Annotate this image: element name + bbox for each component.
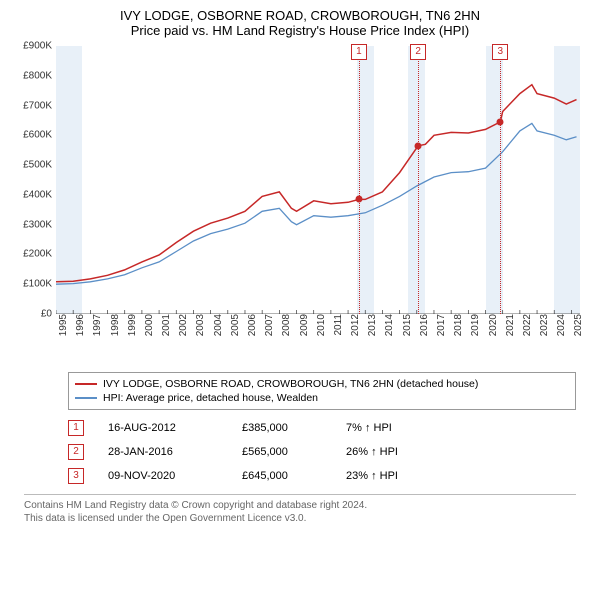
legend-swatch (75, 383, 97, 385)
sale-num: 2 (68, 444, 84, 460)
x-tick-label: 2004 (207, 314, 224, 336)
footer-line2: This data is licensed under the Open Gov… (24, 512, 576, 525)
y-tick-label: £300K (23, 219, 56, 230)
sale-diff: 7% ↑ HPI (346, 422, 392, 434)
sale-num: 1 (68, 420, 84, 436)
x-tick-label: 2013 (361, 314, 378, 336)
x-tick-label: 2002 (172, 314, 189, 336)
y-tick-label: £700K (23, 100, 56, 111)
sale-date: 09-NOV-2020 (108, 470, 218, 482)
sale-diff: 26% ↑ HPI (346, 446, 398, 458)
sale-price: £385,000 (242, 422, 322, 434)
y-tick-label: £600K (23, 130, 56, 141)
sale-dot (415, 142, 422, 149)
legend-swatch (75, 397, 97, 399)
x-tick-label: 2025 (567, 314, 584, 336)
sale-price: £565,000 (242, 446, 322, 458)
x-tick-label: 2010 (310, 314, 327, 336)
x-tick-label: 1999 (121, 314, 138, 336)
legend-label: HPI: Average price, detached house, Weal… (103, 392, 318, 404)
x-tick-label: 2005 (224, 314, 241, 336)
x-tick-label: 2003 (189, 314, 206, 336)
legend-label: IVY LODGE, OSBORNE ROAD, CROWBOROUGH, TN… (103, 378, 478, 390)
legend: IVY LODGE, OSBORNE ROAD, CROWBOROUGH, TN… (68, 372, 576, 410)
series-property (56, 85, 577, 282)
y-tick-label: £800K (23, 70, 56, 81)
sale-vline (359, 46, 360, 314)
title-line1: IVY LODGE, OSBORNE ROAD, CROWBOROUGH, TN… (12, 8, 588, 23)
footer-line1: Contains HM Land Registry data © Crown c… (24, 499, 576, 512)
x-tick-label: 2019 (464, 314, 481, 336)
x-tick-label: 2006 (241, 314, 258, 336)
sale-dot (497, 118, 504, 125)
y-tick-label: £400K (23, 189, 56, 200)
x-tick-label: 2020 (482, 314, 499, 336)
series-hpi (56, 123, 577, 284)
sale-date: 16-AUG-2012 (108, 422, 218, 434)
x-tick-label: 2007 (258, 314, 275, 336)
title-line2: Price paid vs. HM Land Registry's House … (12, 23, 588, 38)
y-tick-label: £100K (23, 279, 56, 290)
x-tick-label: 2017 (430, 314, 447, 336)
x-tick-label: 2016 (413, 314, 430, 336)
sales-row: 2 28-JAN-2016 £565,000 26% ↑ HPI (68, 440, 576, 464)
sale-num: 3 (68, 468, 84, 484)
x-tick-label: 2018 (447, 314, 464, 336)
sale-price: £645,000 (242, 470, 322, 482)
legend-row-hpi: HPI: Average price, detached house, Weal… (75, 391, 569, 405)
x-tick-label: 2014 (378, 314, 395, 336)
legend-row-property: IVY LODGE, OSBORNE ROAD, CROWBOROUGH, TN… (75, 377, 569, 391)
x-tick-label: 1998 (104, 314, 121, 336)
sale-date: 28-JAN-2016 (108, 446, 218, 458)
x-tick-label: 1995 (52, 314, 69, 336)
x-tick-label: 2015 (396, 314, 413, 336)
x-tick-label: 1996 (69, 314, 86, 336)
sale-diff: 23% ↑ HPI (346, 470, 398, 482)
sale-marker: 3 (492, 44, 508, 60)
y-tick-label: £500K (23, 160, 56, 171)
x-tick-label: 2012 (344, 314, 361, 336)
y-tick-label: £900K (23, 41, 56, 52)
footer: Contains HM Land Registry data © Crown c… (24, 494, 576, 525)
chart-container: IVY LODGE, OSBORNE ROAD, CROWBOROUGH, TN… (0, 0, 600, 533)
chart-area: £0£100K£200K£300K£400K£500K£600K£700K£80… (56, 46, 580, 366)
sale-dot (355, 196, 362, 203)
sale-marker: 1 (351, 44, 367, 60)
plot-region: £0£100K£200K£300K£400K£500K£600K£700K£80… (56, 46, 580, 314)
x-tick-label: 2023 (533, 314, 550, 336)
sales-list: 1 16-AUG-2012 £385,000 7% ↑ HPI 2 28-JAN-2016… (68, 416, 576, 488)
x-tick-label: 2011 (327, 314, 344, 336)
sales-row: 1 16-AUG-2012 £385,000 7% ↑ HPI (68, 416, 576, 440)
x-tick-label: 2001 (155, 314, 172, 336)
sale-vline (500, 46, 501, 314)
x-tick-label: 1997 (86, 314, 103, 336)
title-block: IVY LODGE, OSBORNE ROAD, CROWBOROUGH, TN… (12, 8, 588, 38)
x-tick-label: 2000 (138, 314, 155, 336)
line-chart-svg (56, 46, 580, 314)
x-tick-label: 2008 (275, 314, 292, 336)
sale-vline (418, 46, 419, 314)
x-tick-label: 2009 (293, 314, 310, 336)
x-tick-label: 2021 (499, 314, 516, 336)
sales-row: 3 09-NOV-2020 £645,000 23% ↑ HPI (68, 464, 576, 488)
x-tick-label: 2022 (516, 314, 533, 336)
x-tick-label: 2024 (550, 314, 567, 336)
sale-marker: 2 (410, 44, 426, 60)
y-tick-label: £200K (23, 249, 56, 260)
